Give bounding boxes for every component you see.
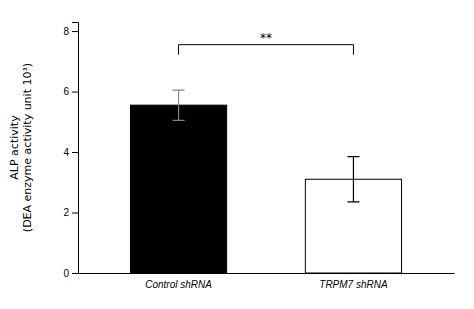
tick-label: TRPM7 shRNA [319, 279, 388, 290]
tick: 2 [63, 207, 78, 218]
tick-mark [72, 273, 78, 274]
y-axis-title-line: ALP activity [8, 115, 21, 180]
tick: 8 [63, 26, 78, 37]
tick: TRPM7 shRNA [319, 279, 388, 290]
error-bar-line [173, 90, 185, 120]
tick-label: Control shRNA [145, 279, 212, 290]
tick-label: 2 [63, 207, 69, 218]
bar [130, 105, 226, 273]
significance-label: ** [260, 31, 272, 45]
tick-label: 0 [63, 268, 69, 279]
x-axis: Control shRNA TRPM7 shRNA [79, 274, 455, 291]
tick-mark [72, 152, 78, 153]
tick-mark [72, 31, 78, 32]
y-axis: 0 2 4 6 8 [63, 23, 78, 279]
y-axis-title: ALP activity(DEA enzyme activity unit 10… [8, 63, 34, 232]
annotations: ** [179, 31, 354, 55]
error-bar-line [347, 157, 359, 202]
axis-line [72, 23, 79, 274]
tick: 4 [63, 147, 78, 158]
marks [130, 90, 401, 273]
tick: 6 [63, 86, 78, 97]
tick-label: 8 [63, 26, 69, 37]
plot: 0 2 4 6 8 Control shRNA TRPM7 shRNA ** [63, 23, 454, 291]
tick-label: 4 [63, 147, 69, 158]
chart: 0 2 4 6 8 Control shRNA TRPM7 shRNA ** ALP activ… [0, 0, 474, 309]
tick-mark [72, 92, 78, 93]
tick: 0 [63, 268, 78, 279]
error-bar [173, 90, 185, 120]
error-bar [347, 157, 359, 202]
axis-line [79, 273, 455, 274]
tick-label: 6 [63, 86, 69, 97]
significance-bracket [179, 45, 354, 55]
tick: Control shRNA [145, 279, 212, 290]
y-axis-title-line: (DEA enzyme activity unit 10³) [21, 63, 34, 232]
tick-mark [72, 213, 78, 214]
